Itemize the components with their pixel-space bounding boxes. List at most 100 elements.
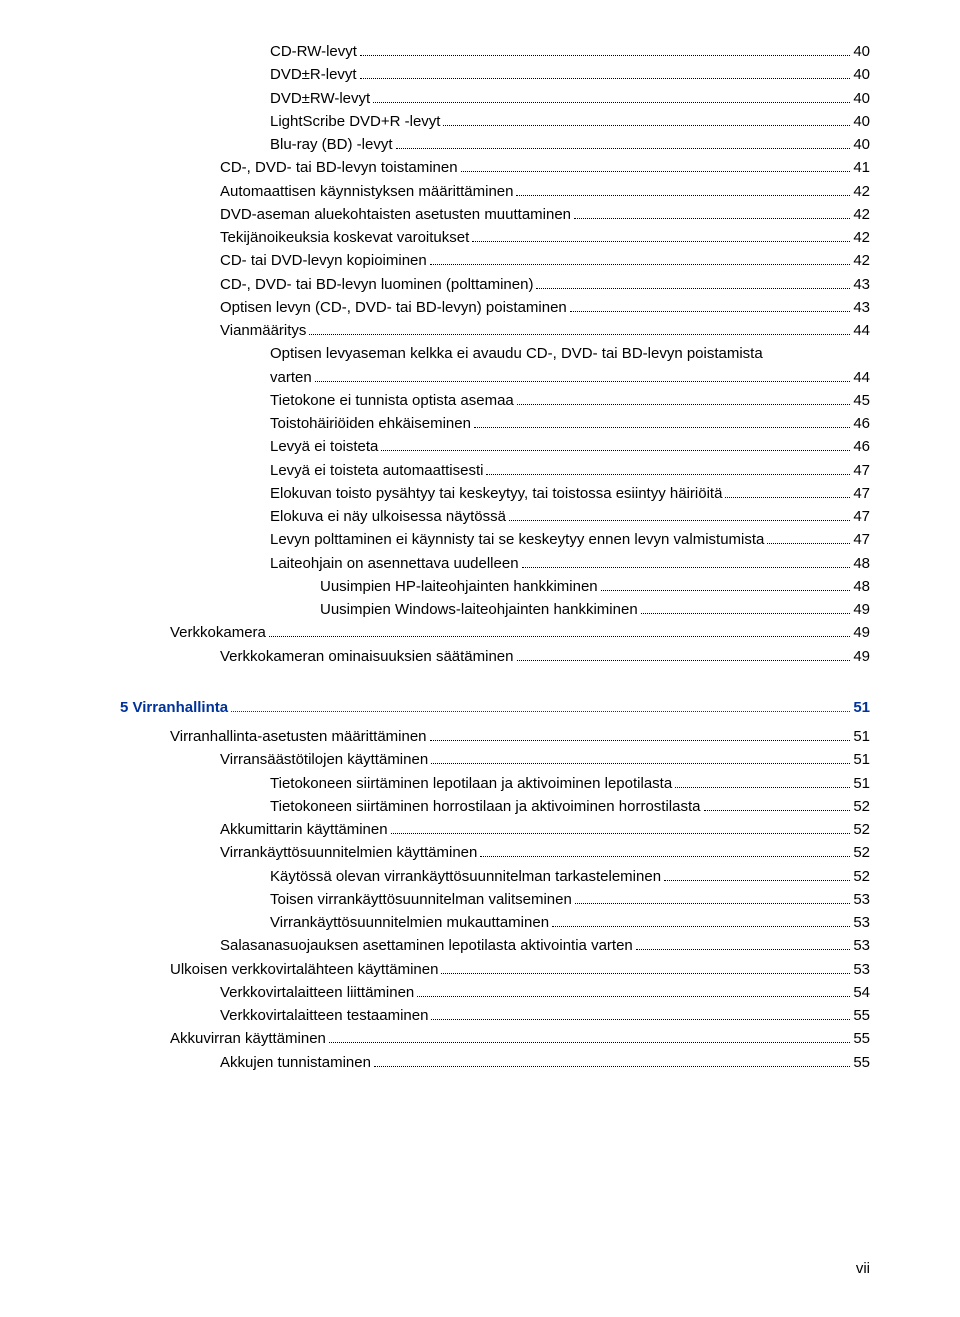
toc-entry[interactable]: Uusimpien HP-laiteohjainten hankkiminen4… — [30, 575, 870, 598]
toc-label: 5 Virranhallinta — [120, 696, 228, 719]
toc-label: Vianmääritys — [220, 319, 306, 342]
toc-entry[interactable]: Automaattisen käynnistyksen määrittämine… — [30, 180, 870, 203]
toc-page-number: 53 — [853, 958, 870, 981]
toc-leader-dots — [664, 880, 850, 881]
toc-page-number: 47 — [853, 459, 870, 482]
toc-leader-dots — [704, 810, 851, 811]
toc-entry[interactable]: Blu-ray (BD) -levyt 40 — [30, 133, 870, 156]
toc-entry[interactable]: Verkkovirtalaitteen liittäminen54 — [30, 981, 870, 1004]
toc-page-number: 44 — [853, 319, 870, 342]
toc-entry[interactable]: 5 Virranhallinta51 — [30, 696, 870, 719]
toc-entry[interactable]: Virransäästötilojen käyttäminen51 — [30, 748, 870, 771]
toc-label: Toistohäiriöiden ehkäiseminen — [270, 412, 471, 435]
toc-entry-continuation[interactable]: varten44 — [30, 366, 870, 389]
toc-label: Akkujen tunnistaminen — [220, 1051, 371, 1074]
toc-label: Virrankäyttösuunnitelmien mukauttaminen — [270, 911, 549, 934]
toc-entry[interactable]: Toistohäiriöiden ehkäiseminen46 — [30, 412, 870, 435]
toc-entry[interactable]: CD-RW-levyt 40 — [30, 40, 870, 63]
toc-page-number: 53 — [853, 911, 870, 934]
toc-entry[interactable]: Akkuvirran käyttäminen55 — [30, 1027, 870, 1050]
toc-entry[interactable]: CD-, DVD- tai BD-levyn luominen (polttam… — [30, 273, 870, 296]
toc-entry[interactable]: Akkumittarin käyttäminen52 — [30, 818, 870, 841]
toc-label: varten — [270, 366, 312, 389]
toc-entry[interactable]: LightScribe DVD+R -levyt40 — [30, 110, 870, 133]
toc-entry[interactable]: Levyn polttaminen ei käynnisty tai se ke… — [30, 528, 870, 551]
toc-entry[interactable]: Toisen virrankäyttösuunnitelman valitsem… — [30, 888, 870, 911]
toc-page-number: 40 — [853, 110, 870, 133]
table-of-contents: CD-RW-levyt40DVD±R-levyt40DVD±RW-levyt40… — [30, 40, 870, 1074]
toc-label: CD- tai DVD-levyn kopioiminen — [220, 249, 427, 272]
toc-leader-dots — [517, 660, 851, 661]
toc-entry[interactable]: Tietokoneen siirtäminen lepotilaan ja ak… — [30, 772, 870, 795]
toc-entry[interactable]: Verkkokameran ominaisuuksien säätäminen4… — [30, 645, 870, 668]
toc-entry[interactable]: Elokuvan toisto pysähtyy tai keskeytyy, … — [30, 482, 870, 505]
toc-entry[interactable]: DVD±RW-levyt40 — [30, 87, 870, 110]
toc-label: Virranhallinta-asetusten määrittäminen — [170, 725, 427, 748]
toc-label: DVD±R-levyt — [270, 63, 357, 86]
toc-leader-dots — [601, 590, 851, 591]
toc-label: Elokuva ei näy ulkoisessa näytössä — [270, 505, 506, 528]
toc-page-number: 54 — [853, 981, 870, 1004]
toc-page-number: 40 — [853, 63, 870, 86]
toc-entry[interactable]: DVD-aseman aluekohtaisten asetusten muut… — [30, 203, 870, 226]
toc-page-number: 43 — [853, 273, 870, 296]
toc-entry[interactable]: Verkkovirtalaitteen testaaminen55 — [30, 1004, 870, 1027]
toc-leader-dots — [373, 102, 850, 103]
toc-entry[interactable]: Virrankäyttösuunnitelmien mukauttaminen 5… — [30, 911, 870, 934]
toc-leader-dots — [522, 567, 851, 568]
toc-entry[interactable]: Akkujen tunnistaminen55 — [30, 1051, 870, 1074]
toc-entry[interactable]: Laiteohjain on asennettava uudelleen48 — [30, 552, 870, 575]
toc-page-number: 43 — [853, 296, 870, 319]
toc-label: Optisen levyn (CD-, DVD- tai BD-levyn) p… — [220, 296, 567, 319]
toc-entry[interactable]: Optisen levyn (CD-, DVD- tai BD-levyn) p… — [30, 296, 870, 319]
toc-entry[interactable]: Verkkokamera49 — [30, 621, 870, 644]
toc-leader-dots — [472, 241, 850, 242]
toc-entry[interactable]: Tietokone ei tunnista optista asemaa45 — [30, 389, 870, 412]
toc-page-number: 42 — [853, 203, 870, 226]
toc-entry[interactable]: Käytössä olevan virrankäyttösuunnitelman… — [30, 865, 870, 888]
toc-entry[interactable]: CD- tai DVD-levyn kopioiminen42 — [30, 249, 870, 272]
toc-leader-dots — [474, 427, 850, 428]
toc-entry[interactable]: Elokuva ei näy ulkoisessa näytössä 47 — [30, 505, 870, 528]
toc-label: Blu-ray (BD) -levyt — [270, 133, 393, 156]
toc-leader-dots — [486, 474, 850, 475]
toc-leader-dots — [315, 381, 851, 382]
toc-page-number: 47 — [853, 505, 870, 528]
toc-page-number: 41 — [853, 156, 870, 179]
toc-label: Salasanasuojauksen asettaminen lepotilas… — [220, 934, 633, 957]
toc-leader-dots — [575, 903, 850, 904]
toc-entry[interactable]: Salasanasuojauksen asettaminen lepotilas… — [30, 934, 870, 957]
toc-leader-dots — [517, 404, 851, 405]
toc-page-number: 40 — [853, 40, 870, 63]
toc-page-number: 49 — [853, 621, 870, 644]
toc-entry[interactable]: Virranhallinta-asetusten määrittäminen51 — [30, 725, 870, 748]
toc-entry[interactable]: Tietokoneen siirtäminen horrostilaan ja … — [30, 795, 870, 818]
toc-leader-dots — [430, 264, 851, 265]
toc-leader-dots — [391, 833, 851, 834]
toc-page-number: 48 — [853, 575, 870, 598]
toc-page-number: 52 — [853, 841, 870, 864]
toc-page-number: 46 — [853, 435, 870, 458]
toc-entry[interactable]: Tekijänoikeuksia koskevat varoitukset42 — [30, 226, 870, 249]
toc-entry[interactable]: Vianmääritys 44 — [30, 319, 870, 342]
toc-label: CD-RW-levyt — [270, 40, 357, 63]
toc-label: Verkkovirtalaitteen testaaminen — [220, 1004, 428, 1027]
toc-entry[interactable]: CD-, DVD- tai BD-levyn toistaminen41 — [30, 156, 870, 179]
toc-leader-dots — [417, 996, 850, 997]
toc-entry[interactable]: Uusimpien Windows-laiteohjainten hankkim… — [30, 598, 870, 621]
toc-page-number: 51 — [853, 772, 870, 795]
toc-page-number: 40 — [853, 133, 870, 156]
toc-leader-dots — [441, 973, 850, 974]
toc-entry[interactable]: DVD±R-levyt 40 — [30, 63, 870, 86]
toc-entry[interactable]: Levyä ei toisteta automaattisesti47 — [30, 459, 870, 482]
toc-label: Käytössä olevan virrankäyttösuunnitelman… — [270, 865, 661, 888]
toc-entry[interactable]: Optisen levyaseman kelkka ei avaudu CD-,… — [30, 342, 870, 365]
toc-entry[interactable]: Ulkoisen verkkovirtalähteen käyttäminen5… — [30, 958, 870, 981]
toc-leader-dots — [675, 787, 850, 788]
toc-leader-dots — [509, 520, 850, 521]
toc-leader-dots — [461, 171, 851, 172]
toc-label: Tietokoneen siirtäminen lepotilaan ja ak… — [270, 772, 672, 795]
toc-leader-dots — [536, 288, 850, 289]
toc-entry[interactable]: Levyä ei toisteta46 — [30, 435, 870, 458]
toc-entry[interactable]: Virrankäyttösuunnitelmien käyttäminen52 — [30, 841, 870, 864]
